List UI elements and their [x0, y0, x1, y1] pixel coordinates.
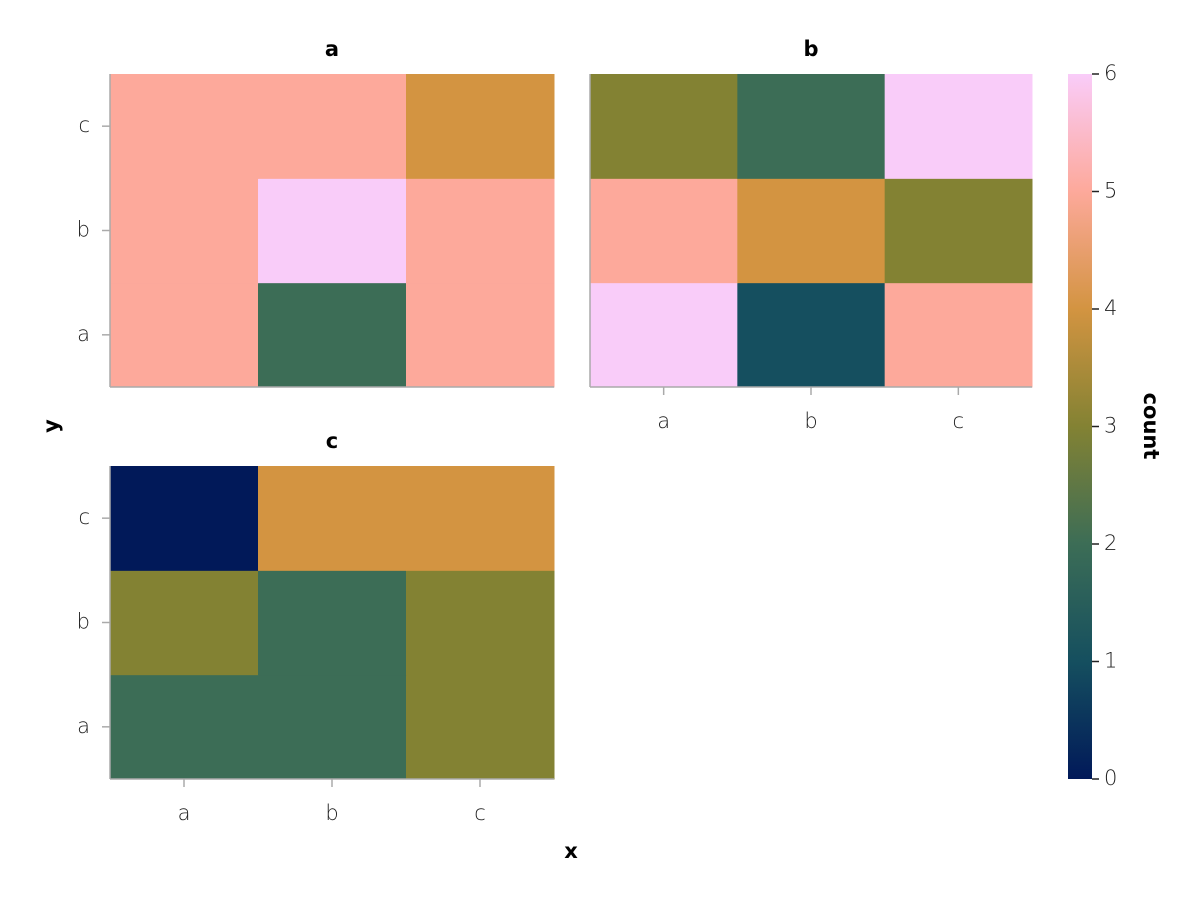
- facet-title: c: [326, 429, 338, 453]
- x-tick-label: c: [953, 409, 965, 433]
- heatmap-cell: [258, 178, 407, 284]
- heatmap-cell: [406, 178, 555, 284]
- heatmap-cell: [737, 178, 886, 284]
- colorbar: [1068, 74, 1092, 779]
- heatmap-cell: [110, 466, 259, 571]
- heatmap-cell: [110, 282, 259, 388]
- colorbar-tick-label: 3: [1104, 414, 1117, 438]
- heatmap-cell: [406, 570, 555, 676]
- heatmap-cell: [258, 674, 407, 780]
- heatmap-cell: [258, 570, 407, 676]
- heatmap-cell: [737, 282, 886, 388]
- x-tick-label: a: [178, 801, 191, 825]
- x-tick-label: b: [804, 409, 817, 433]
- x-tick-label: b: [325, 801, 338, 825]
- y-tick-label: b: [77, 610, 90, 634]
- heatmap-cell: [406, 674, 555, 780]
- y-tick-label: c: [78, 505, 90, 529]
- y-tick-label: c: [78, 113, 90, 137]
- heatmap-cell: [590, 282, 738, 388]
- facet-title: a: [325, 37, 339, 61]
- heatmap-cell: [406, 466, 555, 571]
- colorbar-tick-label: 2: [1104, 531, 1117, 555]
- y-axis-label: y: [39, 419, 63, 433]
- colorbar-tick-label: 6: [1104, 61, 1117, 85]
- heatmap-cell: [406, 74, 555, 179]
- heatmap-cell: [884, 74, 1033, 179]
- heatmap-cell: [884, 178, 1033, 284]
- y-tick-label: a: [77, 714, 90, 738]
- x-tick-label: c: [474, 801, 486, 825]
- colorbar-tick-label: 1: [1104, 649, 1117, 673]
- heatmap-cell: [406, 282, 555, 388]
- facet-title: b: [803, 37, 818, 61]
- colorbar-tick-label: 4: [1104, 296, 1117, 320]
- colorbar-tick-label: 5: [1104, 179, 1117, 203]
- heatmap-cell: [110, 74, 259, 179]
- heatmap-cell: [884, 282, 1033, 388]
- heatmap-cell: [590, 74, 738, 179]
- heatmap-cell: [590, 178, 738, 284]
- heatmap-cell: [258, 466, 407, 571]
- colorbar-tick-label: 0: [1104, 766, 1117, 790]
- heatmap-cell: [737, 74, 886, 179]
- heatmap-cell: [258, 74, 407, 179]
- heatmap-cell: [110, 674, 259, 780]
- x-axis-label: x: [564, 839, 578, 863]
- heatmap-cell: [110, 570, 259, 676]
- x-tick-label: a: [657, 409, 670, 433]
- y-tick-label: a: [77, 322, 90, 346]
- colorbar-label: count: [1139, 393, 1163, 460]
- y-tick-label: b: [77, 218, 90, 242]
- heatmap-cell: [258, 282, 407, 388]
- heatmap-cell: [110, 178, 259, 284]
